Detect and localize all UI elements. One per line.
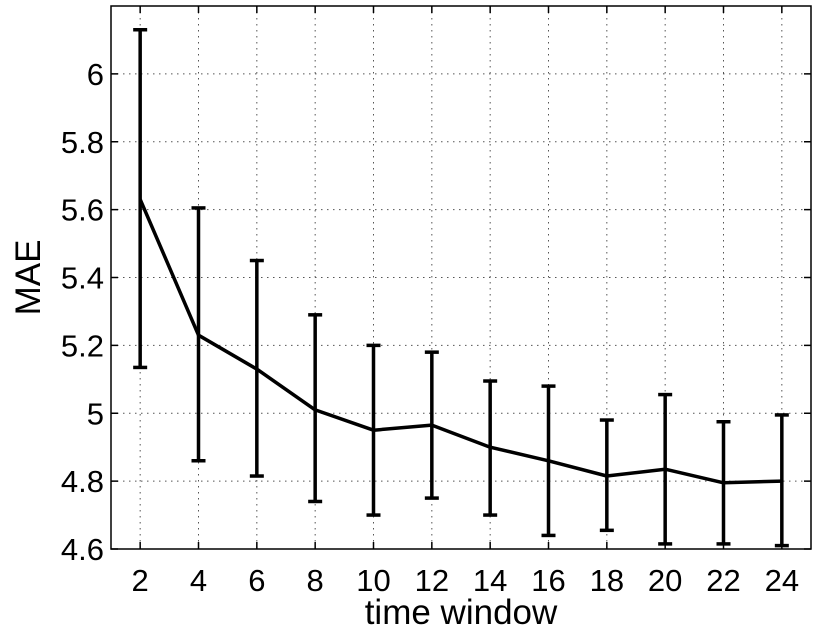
- y-tick-label: 6: [87, 57, 104, 92]
- y-tick-label: 5: [87, 396, 104, 431]
- x-tick-label: 4: [190, 563, 207, 598]
- x-tick-label: 12: [415, 563, 449, 598]
- axis-ticks: [111, 6, 811, 550]
- x-tick-label: 16: [531, 563, 565, 598]
- x-tick-label: 2: [132, 563, 149, 598]
- y-tick-label: 4.6: [61, 532, 104, 567]
- x-tick-label: 22: [706, 563, 740, 598]
- x-tick-label: 24: [765, 563, 799, 598]
- x-tick-labels: 2 4 6 8 10 12 14 16 18 20 22 24: [132, 563, 800, 598]
- series-line: [138, 198, 782, 485]
- y-tick-labels: 4.6 4.8 5 5.2 5.4 5.6 5.8 6: [61, 57, 104, 567]
- y-tick-label: 4.8: [61, 464, 104, 499]
- error-bars: [133, 28, 789, 548]
- x-tick-label: 8: [307, 563, 324, 598]
- x-tick-label: 10: [356, 563, 390, 598]
- y-tick-label: 5.2: [61, 328, 104, 363]
- y-tick-label: 5.8: [61, 125, 104, 160]
- y-tick-label: 5.4: [61, 261, 104, 296]
- x-tick-label: 18: [590, 563, 624, 598]
- y-tick-label: 5.6: [61, 193, 104, 228]
- x-tick-label: 6: [248, 563, 265, 598]
- x-tick-label: 20: [648, 563, 682, 598]
- x-axis-label: time window: [365, 593, 558, 632]
- y-axis-label: MAE: [9, 240, 48, 316]
- grid-lines: [111, 6, 811, 550]
- x-tick-label: 14: [473, 563, 507, 598]
